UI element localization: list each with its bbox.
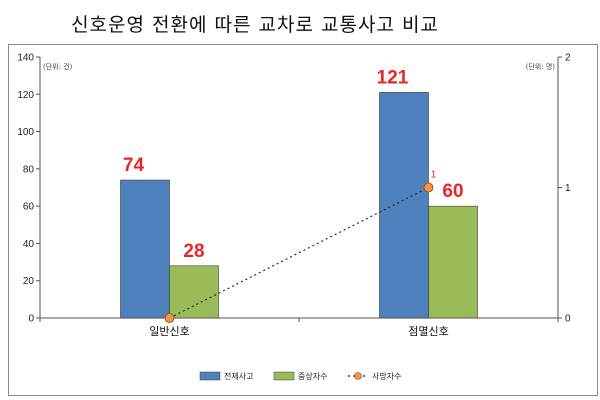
- right-axis-tick-label: 1: [565, 183, 571, 194]
- chart-frame: [8, 44, 598, 396]
- legend-label: 사망자수: [372, 371, 401, 381]
- left-axis-tick-label: 120: [17, 90, 34, 101]
- legend-bar-swatch: [273, 371, 295, 381]
- bar: [169, 265, 219, 319]
- legend-label: 중상자수: [298, 371, 327, 381]
- left-axis-tick-label: 0: [28, 314, 34, 325]
- legend-bar-swatch: [199, 371, 221, 381]
- x-axis-category-label: 일반신호: [149, 324, 189, 338]
- right-axis-tick-label: 0: [565, 314, 571, 325]
- bar: [120, 179, 170, 319]
- chart-legend: 전체사고 중상자수 사망자수: [199, 371, 401, 381]
- left-axis-tick-label: 20: [23, 276, 35, 287]
- left-axis-tick-label: 40: [23, 239, 35, 250]
- line-series: [169, 186, 429, 319]
- chart-title: 신호운영 전환에 따른 교차로 교통사고 비교: [71, 14, 439, 36]
- bar-data-label: 121: [377, 67, 409, 88]
- line-data-label: 1: [431, 170, 437, 181]
- bar-data-label: 60: [442, 181, 463, 202]
- line-point: [423, 182, 434, 193]
- right-axis-unit: (단위: 명): [526, 62, 556, 71]
- line-point: [164, 313, 175, 323]
- left-axis-tick-label: 80: [23, 164, 35, 175]
- bar: [428, 205, 478, 319]
- bar-data-label: 74: [123, 155, 145, 176]
- left-axis-tick-label: 60: [23, 202, 35, 213]
- legend-label: 전체사고: [224, 371, 253, 381]
- bar-data-label: 28: [183, 241, 204, 262]
- x-axis-category-label: 점멸신호: [408, 325, 448, 338]
- right-axis-tick-label: 2: [565, 53, 571, 64]
- chart-axes: 0 20 40 60 80 100 120 140 (단위: 건) 0 1 2 (단위: 명) 일반신호 점…: [17, 53, 571, 339]
- legend-marker-swatch: [354, 372, 362, 380]
- left-axis-tick-label: 100: [17, 127, 34, 138]
- left-axis-tick-label: 140: [17, 53, 34, 64]
- bar: [379, 92, 429, 319]
- left-axis-unit: (단위: 건): [43, 62, 73, 71]
- chart-marks: 74 121 28 60 1: [120, 67, 478, 323]
